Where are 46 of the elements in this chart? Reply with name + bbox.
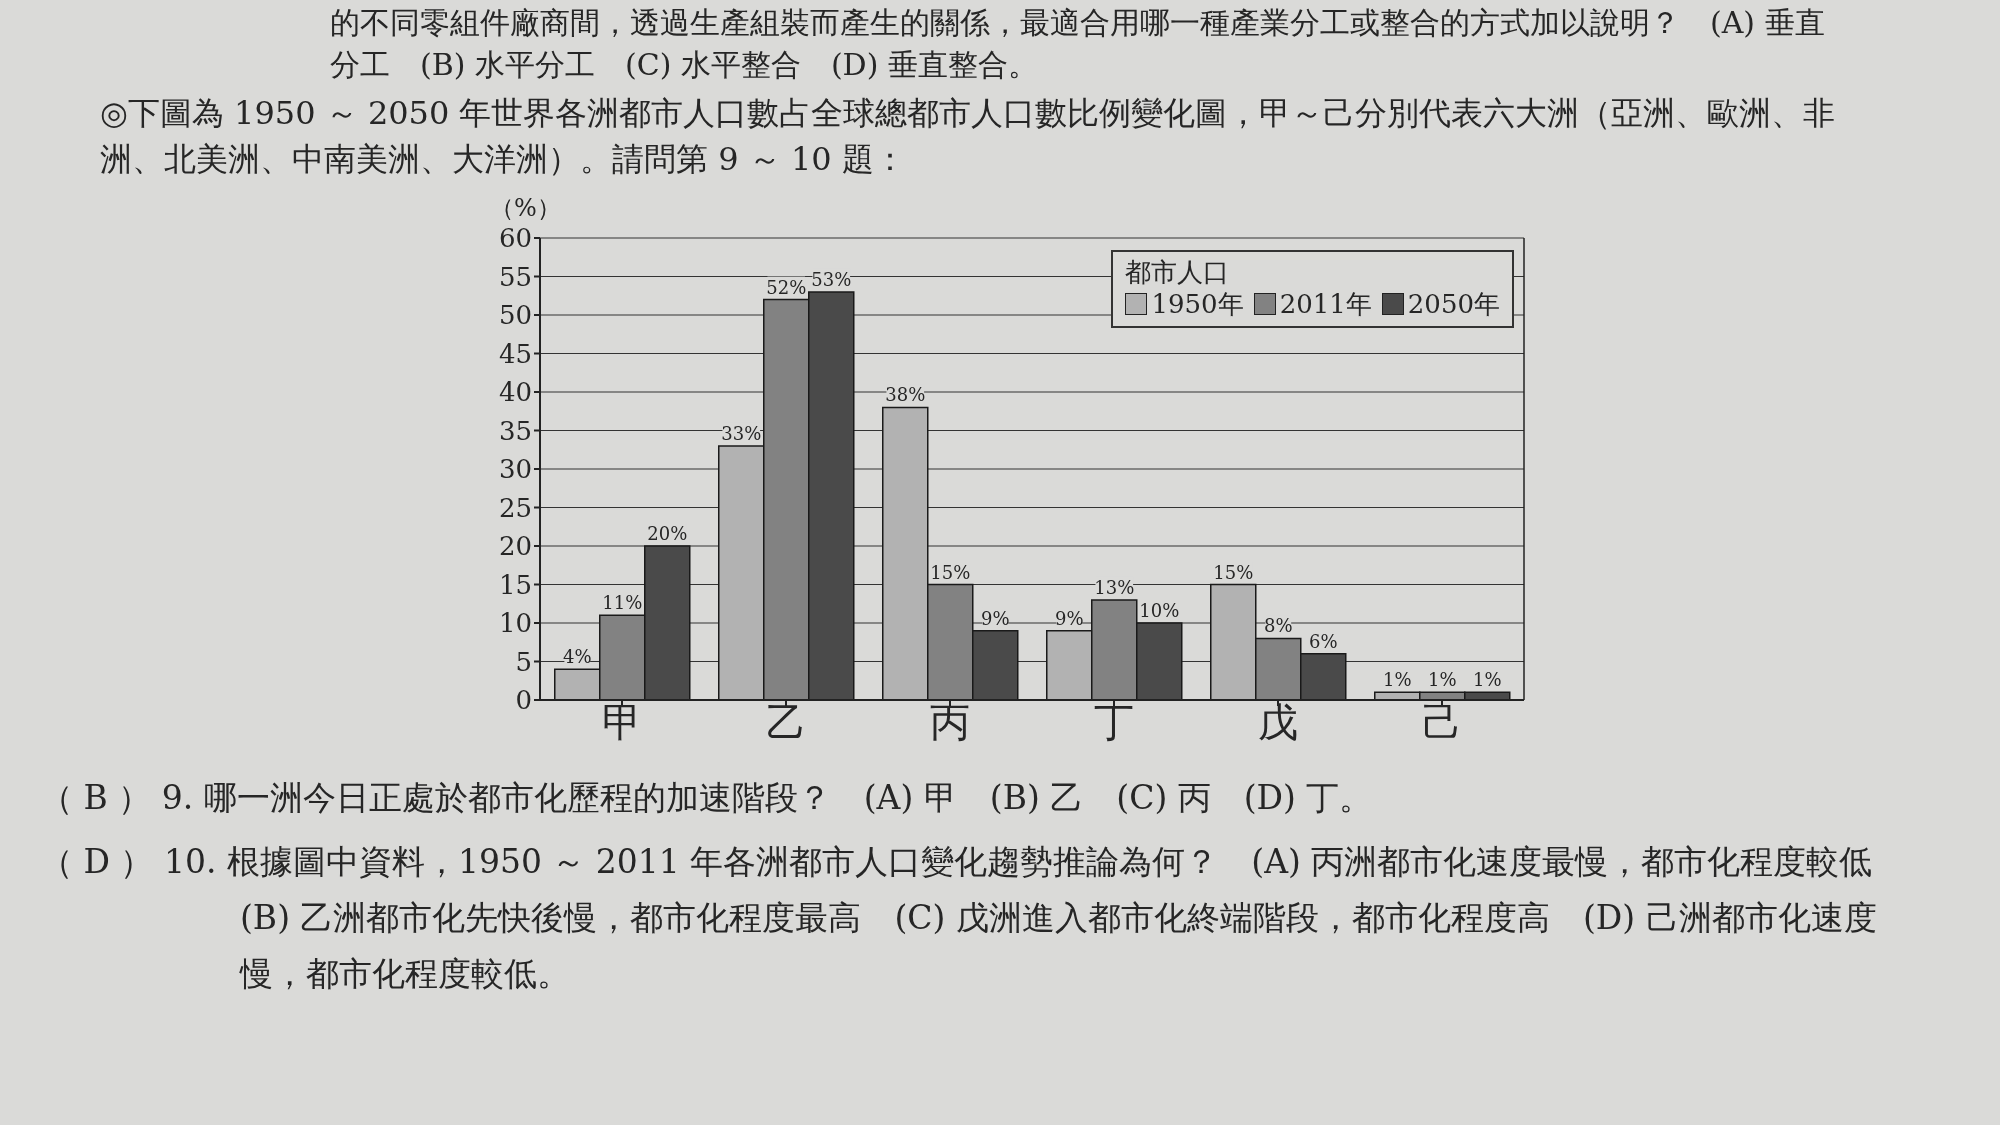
x-tick-label: 戊	[1258, 699, 1298, 746]
y-tick-label: 60	[498, 223, 532, 254]
text: 的不同零組件廠商間，透過生產組裝而產生的關係，最適合用哪一種產業分工或整合的方式加以說明？ (A) 垂直分工 (B) 水平分工 (C) 水平整合 (D) 垂直整合。	[330, 4, 1826, 84]
y-tick-label: 10	[498, 608, 532, 639]
y-tick-label: 35	[498, 415, 532, 446]
y-tick-label: 5	[515, 646, 532, 677]
data-label: 20%	[647, 523, 688, 544]
y-tick-label: 55	[498, 261, 532, 292]
data-label: 1%	[1472, 669, 1502, 691]
data-label: 11%	[602, 592, 643, 614]
data-label: 52%	[766, 276, 807, 298]
y-axis-title: （%）	[490, 193, 561, 224]
data-label: 10%	[1139, 600, 1180, 621]
text: （ B ） 9. 哪一洲今日正處於都市化歷程的加速階段？ (A) 甲 (B) 乙 (C) 丙 (D) 丁。	[40, 777, 1374, 819]
data-label: 9%	[980, 607, 1010, 629]
data-label: 4%	[562, 646, 592, 668]
y-tick-label: 40	[498, 377, 532, 408]
legend-label: 1950年	[1151, 288, 1244, 320]
y-tick-label: 50	[498, 300, 532, 331]
data-label: 15%	[930, 561, 971, 583]
data-label: 15%	[1213, 561, 1254, 583]
data-label: 1%	[1427, 669, 1457, 691]
y-tick-label: 15	[498, 569, 532, 600]
data-label: 38%	[885, 384, 926, 406]
y-tick-label: 20	[498, 531, 532, 562]
chart-title: ◎下圖為 1950 ～ 2050 年世界各洲都市人口數占全球總都市人口數比例變化圖，甲～己分別代表六大洲（亞洲、歐洲、非洲、北美洲、中南美洲、大洋洲）。請問第 9 ～ 10 題：	[100, 93, 1837, 180]
x-tick-label: 丁	[1094, 699, 1134, 746]
y-tick-label: 0	[515, 685, 532, 716]
data-label: 13%	[1094, 576, 1135, 598]
text: （ D ） 10. 根據圖中資料，1950 ～ 2011 年各洲都市人口變化趨勢推論為何？ (A) 丙洲都市化速度最慢，都市化程度較低 (B) 乙洲都市化先快後慢，都市化程度最高 (C) 戊洲進入都市化終端階段，都市化程度高 (D) 己洲都市化速度慢，都市化程度較低。	[40, 841, 1878, 995]
data-label: 9%	[1054, 607, 1084, 629]
y-tick-label: 30	[498, 454, 532, 485]
x-tick-label: 甲	[602, 699, 642, 746]
x-tick-label: 丙	[930, 699, 970, 746]
data-label: 8%	[1263, 615, 1293, 637]
x-tick-label: 己	[1422, 699, 1462, 746]
data-label: 53%	[811, 268, 852, 290]
data-label: 33%	[721, 422, 762, 444]
legend-label: 2011年	[1279, 288, 1372, 320]
x-tick-label: 乙	[766, 699, 806, 746]
data-label: 1%	[1382, 669, 1412, 691]
y-tick-label: 25	[498, 492, 532, 523]
data-label: 6%	[1308, 630, 1338, 652]
y-tick-label: 45	[498, 338, 532, 369]
legend-label: 2050年	[1407, 288, 1500, 320]
legend-title: 都市人口	[1125, 256, 1231, 288]
